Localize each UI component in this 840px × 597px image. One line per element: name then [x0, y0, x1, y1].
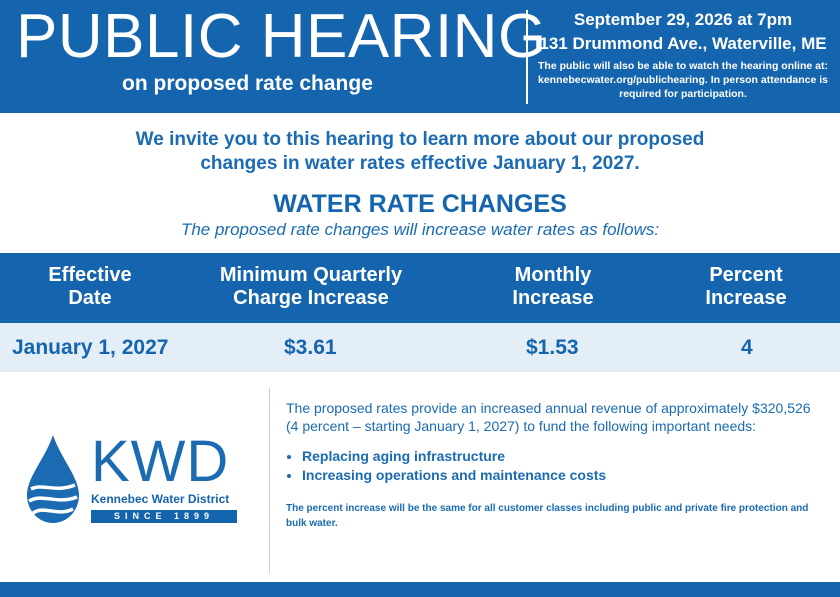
page-subtitle: on proposed rate change	[122, 72, 373, 95]
kwd-logo: KWD Kennebec Water District SINCE 1899	[25, 433, 245, 533]
footnote: The percent increase will be the same fo…	[286, 503, 809, 529]
event-note: The public will also be able to watch th…	[538, 60, 828, 100]
list-item: Increasing operations and maintenance co…	[302, 466, 816, 485]
page-title: PUBLIC HEARING	[16, 2, 547, 71]
event-details: September 29, 2026 at 7pm 131 Drummond A…	[532, 8, 834, 101]
header-banner: PUBLIC HEARING on proposed rate change S…	[0, 0, 840, 113]
header-line: Increase	[512, 287, 594, 309]
needs-list: Replacing aging infrastructure Increasin…	[286, 447, 816, 485]
intro-text: We invite you to this hearing to learn m…	[0, 128, 840, 176]
header-line: Minimum Quarterly	[219, 264, 403, 286]
header-line: Date	[68, 287, 112, 309]
header-monthly-increase: Monthly Increase	[488, 264, 618, 310]
header-line: Percent	[709, 264, 783, 286]
logo-organization-name: Kennebec Water District	[91, 492, 230, 506]
header-divider	[526, 10, 528, 104]
intro-line-2: changes in water rates effective January…	[200, 153, 640, 174]
section-title: WATER RATE CHANGES	[273, 190, 567, 218]
revenue-paragraph: The proposed rates provide an increased …	[286, 400, 811, 434]
header-line: Monthly	[514, 264, 592, 286]
header-minimum-quarterly: Minimum Quarterly Charge Increase	[200, 264, 422, 310]
cell-monthly-increase: $1.53	[526, 336, 579, 359]
header-line: Charge Increase	[233, 287, 389, 309]
water-drop-icon	[27, 435, 79, 523]
event-date: September 29, 2026 at 7pm	[573, 10, 793, 29]
logo-text: KWD	[91, 429, 230, 494]
list-item: Replacing aging infrastructure	[302, 447, 816, 466]
table-row: January 1, 2027 $3.61 $1.53 4	[0, 323, 840, 372]
cell-minimum-quarterly: $3.61	[284, 336, 337, 359]
cell-effective-date: January 1, 2027	[12, 336, 169, 359]
footer-bar	[0, 582, 840, 597]
content-divider	[269, 388, 270, 573]
cell-percent-increase: 4	[741, 336, 753, 359]
logo-since-badge: SINCE 1899	[91, 510, 237, 523]
section-subtitle: The proposed rate changes will increase …	[180, 220, 660, 239]
intro-line-1: We invite you to this hearing to learn m…	[135, 129, 705, 150]
header-percent-increase: Percent Increase	[680, 264, 812, 310]
header-effective-date: Effective Date	[30, 264, 150, 310]
rate-table-header: Effective Date Minimum Quarterly Charge …	[0, 253, 840, 323]
body-content: The proposed rates provide an increased …	[286, 399, 816, 531]
header-line: Increase	[705, 287, 787, 309]
event-location: 131 Drummond Ave., Waterville, ME	[539, 34, 827, 53]
header-line: Effective	[48, 264, 132, 286]
